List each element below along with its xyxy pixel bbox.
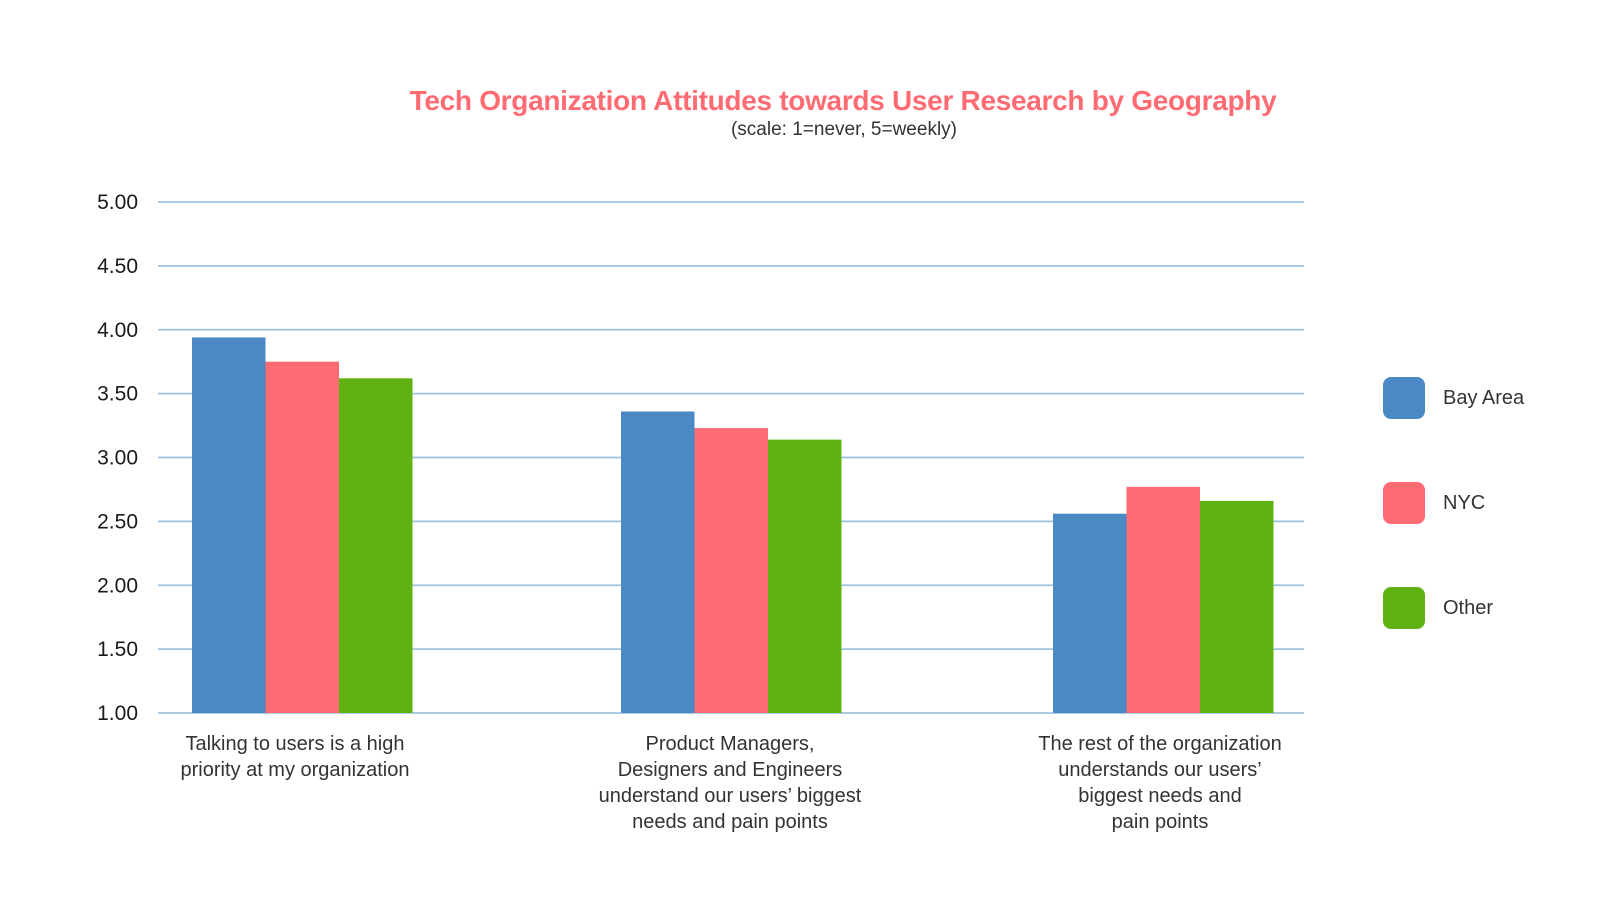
bar-nyc-2 [694, 428, 768, 713]
bar-nyc-3 [1126, 486, 1200, 713]
y-tick-label: 2.00 [97, 574, 138, 597]
bar-bay-area-3 [1053, 513, 1127, 713]
category-label-line: biggest needs and [1078, 785, 1241, 807]
legend-swatch-nyc [1383, 482, 1425, 524]
y-tick-label: 3.50 [97, 383, 138, 406]
bar-other-3 [1200, 500, 1274, 713]
y-tick-label: 1.50 [97, 638, 138, 661]
y-tick-label: 5.00 [97, 191, 138, 214]
y-tick-label: 4.50 [97, 255, 138, 278]
legend-swatch-bay-area [1383, 377, 1425, 419]
bar-bay-area-2 [621, 411, 695, 713]
chart-subtitle: (scale: 1=never, 5=weekly) [730, 119, 957, 140]
bars [192, 337, 1274, 713]
legend-label: Other [1443, 596, 1494, 619]
legend-item-nyc[interactable]: NYC [1383, 482, 1485, 524]
category-label-line: Product Managers, [646, 733, 815, 755]
bar-nyc-1 [265, 361, 339, 713]
bar-bay-area-1 [192, 337, 266, 713]
y-tick-label: 2.50 [97, 510, 138, 533]
x-axis-category-labels: Talking to users is a high priority at my… [181, 733, 1282, 833]
y-tick-label: 1.00 [97, 702, 138, 725]
legend-label: Bay Area [1443, 386, 1525, 409]
chart-title: Tech Organization Attitudes towards User… [409, 85, 1277, 116]
category-label-3: The rest of the organization understands … [1038, 733, 1281, 833]
category-label-line: needs and pain points [632, 811, 828, 833]
bar-other-1 [339, 378, 413, 713]
legend-swatch-other [1383, 587, 1425, 629]
category-label-line: priority at my organization [181, 759, 410, 781]
category-label-2: Product Managers, Designers and Engineers… [599, 733, 862, 833]
category-label-1: Talking to users is a high priority at my… [181, 733, 410, 781]
category-label-line: Talking to users is a high [185, 733, 404, 755]
y-axis-ticks: 1.00 1.50 2.00 2.50 3.00 3.50 4.00 4.50 5.00 [97, 191, 138, 725]
legend-label: NYC [1443, 491, 1486, 514]
category-label-line: Designers and Engineers [618, 759, 843, 781]
category-label-line: understands our users’ [1058, 759, 1261, 781]
legend-item-bay-area[interactable]: Bay Area [1383, 377, 1524, 419]
category-label-line: understand our users’ biggest [599, 785, 862, 807]
y-tick-label: 4.00 [97, 319, 138, 342]
bar-other-2 [768, 439, 842, 713]
category-label-line: The rest of the organization [1038, 733, 1281, 755]
category-label-line: pain points [1112, 811, 1209, 833]
y-tick-label: 3.00 [97, 447, 138, 470]
legend-item-other[interactable]: Other [1383, 587, 1493, 629]
